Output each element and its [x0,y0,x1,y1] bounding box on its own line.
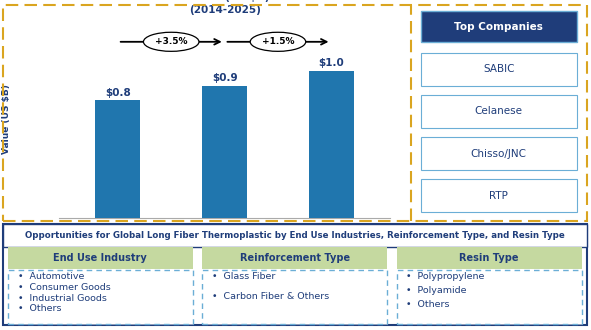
Text: $0.9: $0.9 [212,73,238,83]
FancyBboxPatch shape [421,52,577,86]
Text: Resin Type: Resin Type [459,253,519,263]
FancyBboxPatch shape [397,247,582,269]
FancyBboxPatch shape [8,247,193,269]
Ellipse shape [250,32,306,51]
FancyBboxPatch shape [8,270,193,324]
Text: +1.5%: +1.5% [262,37,294,46]
FancyBboxPatch shape [421,12,577,42]
FancyBboxPatch shape [3,224,587,325]
Text: End Use Industry: End Use Industry [53,253,147,263]
Text: •  Polyamide: • Polyamide [407,286,467,295]
Text: Top Companies: Top Companies [454,21,543,32]
Text: Source: Lucintel: Source: Lucintel [328,253,407,262]
Text: Celanese: Celanese [475,106,523,116]
FancyBboxPatch shape [202,270,387,324]
Title: Trends and Forecast for the Global Long Fiber Thermoplastic
Market (US $B)
(2014: Trends and Forecast for the Global Long … [45,0,404,15]
Text: $1.0: $1.0 [319,58,344,68]
Text: •  Carbon Fiber & Others: • Carbon Fiber & Others [212,292,329,301]
Text: •  Others: • Others [407,300,450,309]
Text: RTP: RTP [489,191,508,201]
Text: •  Consumer Goods: • Consumer Goods [18,283,111,292]
Text: •  Others: • Others [18,305,61,314]
FancyBboxPatch shape [3,224,587,247]
FancyBboxPatch shape [397,270,582,324]
Text: Value (US $B): Value (US $B) [2,84,11,154]
Text: •  Glass Fiber: • Glass Fiber [212,272,275,281]
Text: +3.5%: +3.5% [155,37,187,46]
FancyBboxPatch shape [421,179,577,213]
FancyBboxPatch shape [421,95,577,128]
Text: $0.8: $0.8 [105,87,131,98]
FancyBboxPatch shape [421,137,577,170]
Text: •  Automotive: • Automotive [18,272,84,281]
Bar [309,71,354,218]
Text: •  Industrial Goods: • Industrial Goods [18,294,106,303]
Text: Reinforcement Type: Reinforcement Type [239,253,350,263]
Text: SABIC: SABIC [483,64,515,74]
Bar [95,100,140,218]
Bar [202,86,247,218]
Text: Chisso/JNC: Chisso/JNC [471,148,527,158]
Text: Opportunities for Global Long Fiber Thermoplastic by End Use Industries, Reinfor: Opportunities for Global Long Fiber Ther… [25,231,565,240]
Ellipse shape [144,32,199,51]
FancyBboxPatch shape [202,247,387,269]
Text: •  Polypropylene: • Polypropylene [407,272,485,281]
